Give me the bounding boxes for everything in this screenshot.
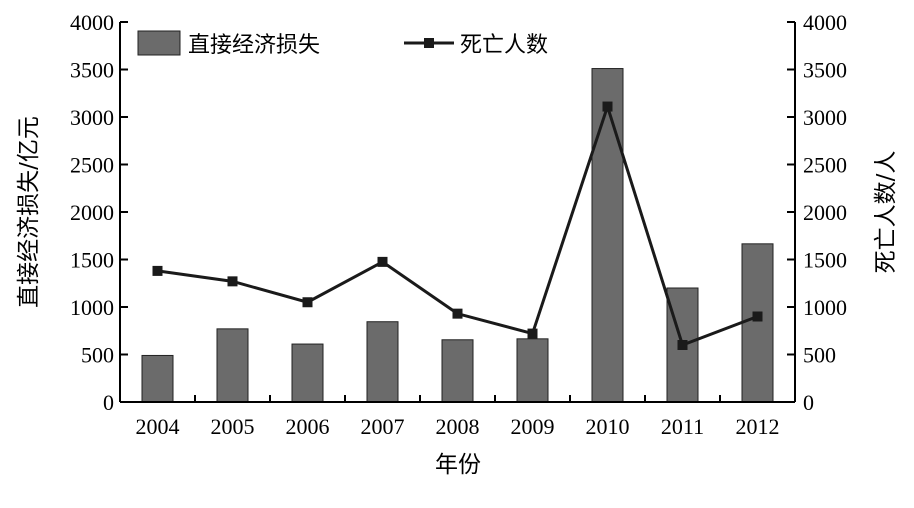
right-y-tick-label: 1500 bbox=[803, 248, 847, 273]
left-y-tick-label: 1000 bbox=[70, 295, 114, 320]
left-y-tick-label: 4000 bbox=[70, 10, 114, 35]
right-y-tick-label: 3500 bbox=[803, 58, 847, 83]
x-tick-label: 2011 bbox=[661, 414, 704, 439]
left-y-tick-label: 2000 bbox=[70, 200, 114, 225]
right-y-tick-label: 500 bbox=[803, 343, 836, 368]
right-y-tick-label: 2000 bbox=[803, 200, 847, 225]
left-y-axis-ticks: 0 500 1000 1500 2000 2500 3000 3500 4000 bbox=[70, 10, 128, 415]
bar-2006 bbox=[291, 343, 324, 403]
bar-2008 bbox=[441, 339, 474, 403]
left-y-tick-label: 1500 bbox=[70, 248, 114, 273]
x-axis-ticks: 2004 2005 2006 2007 2008 2009 2010 2011 2012 bbox=[119, 395, 796, 439]
bar-2005 bbox=[216, 328, 249, 403]
right-y-tick-label: 0 bbox=[803, 390, 814, 415]
right-y-tick-label: 1000 bbox=[803, 295, 847, 320]
bar-2010 bbox=[591, 68, 624, 403]
left-y-tick-label: 3000 bbox=[70, 105, 114, 130]
legend-bar-swatch bbox=[137, 30, 181, 56]
line-layer bbox=[152, 101, 763, 350]
line-point-2005 bbox=[227, 276, 238, 287]
x-axis-title: 年份 bbox=[435, 452, 481, 478]
right-y-tick-label: 4000 bbox=[803, 10, 847, 35]
x-tick-label: 2004 bbox=[136, 414, 180, 439]
line-point-2007 bbox=[377, 256, 388, 267]
x-tick-label: 2009 bbox=[511, 414, 555, 439]
bar-2007 bbox=[366, 321, 399, 403]
line-point-2009 bbox=[527, 328, 538, 339]
bar-2009 bbox=[516, 338, 549, 403]
line-point-2010 bbox=[602, 101, 613, 112]
line-point-2012 bbox=[752, 311, 763, 322]
bar-2012 bbox=[741, 243, 774, 403]
left-y-tick-label: 2500 bbox=[70, 153, 114, 178]
left-y-tick-label: 3500 bbox=[70, 58, 114, 83]
left-y-tick-label: 0 bbox=[103, 390, 114, 415]
line-point-2006 bbox=[302, 297, 313, 308]
x-tick-label: 2007 bbox=[361, 414, 405, 439]
left-y-tick-label: 500 bbox=[81, 343, 114, 368]
legend: 直接经济损失 死亡人数 bbox=[137, 30, 548, 58]
legend-line-marker bbox=[424, 38, 434, 48]
line-point-2004 bbox=[152, 265, 163, 276]
line-point-2011 bbox=[677, 340, 688, 350]
x-tick-label: 2005 bbox=[211, 414, 255, 439]
legend-line-label: 死亡人数 bbox=[460, 33, 548, 58]
x-tick-label: 2008 bbox=[436, 414, 480, 439]
right-y-axis-ticks: 0 500 1000 1500 2000 2500 3000 3500 4000 bbox=[787, 10, 847, 415]
x-tick-label: 2006 bbox=[286, 414, 330, 439]
legend-bar-label: 直接经济损失 bbox=[188, 33, 320, 58]
bar-2004 bbox=[141, 354, 174, 403]
x-tick-label: 2010 bbox=[586, 414, 630, 439]
line-point-2008 bbox=[452, 308, 463, 319]
right-y-tick-label: 3000 bbox=[803, 105, 847, 130]
left-y-axis-title: 直接经济损失/亿元 bbox=[16, 116, 42, 308]
x-tick-label: 2012 bbox=[736, 414, 780, 439]
right-y-axis-title: 死亡人数/人 bbox=[873, 151, 899, 274]
bar-layer bbox=[141, 68, 774, 403]
right-y-tick-label: 2500 bbox=[803, 153, 847, 178]
